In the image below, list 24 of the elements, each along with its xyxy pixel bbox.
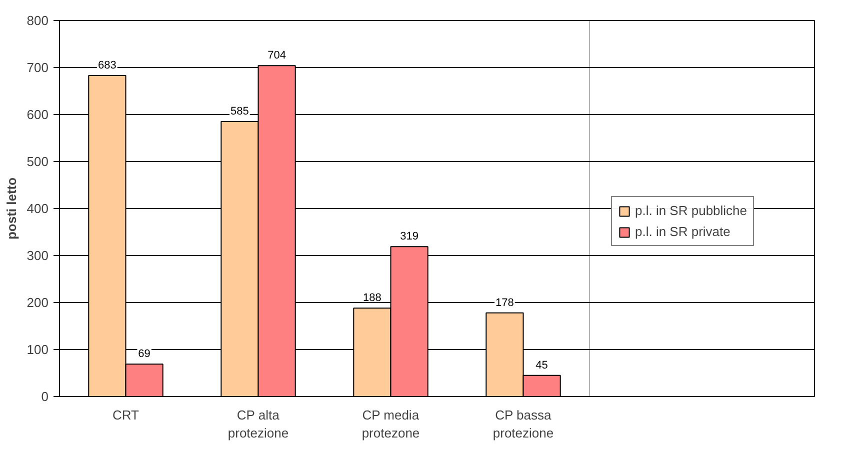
data-label: 188 <box>363 292 382 304</box>
y-tick-label: 300 <box>26 248 49 263</box>
data-label: 585 <box>230 106 249 118</box>
x-tick-label: CP bassa protezione <box>492 408 554 440</box>
data-label: 69 <box>138 348 150 360</box>
x-tick-label: CP alta protezione <box>228 408 289 440</box>
x-tick-label: CRT <box>112 408 140 422</box>
x-tick-label: CP media protezone <box>362 408 420 440</box>
legend-label: p.l. in SR private <box>635 224 730 239</box>
y-tick-label: 700 <box>26 60 49 75</box>
data-label: 683 <box>98 59 116 72</box>
y-tick-label: 200 <box>26 295 49 310</box>
legend-label: p.l. in SR pubbliche <box>635 203 748 218</box>
y-axis-title: posti letto <box>4 177 19 240</box>
y-tick-label: 500 <box>26 154 49 169</box>
data-label: 704 <box>268 50 286 62</box>
y-tick-label: 400 <box>26 201 49 216</box>
y-tick-label: 800 <box>26 13 49 28</box>
y-tick-label: 100 <box>26 342 49 357</box>
y-tick-label: 600 <box>26 107 49 122</box>
data-label: 45 <box>536 359 548 372</box>
y-tick-label: 0 <box>41 389 49 404</box>
data-label: 319 <box>400 230 418 243</box>
data-label: 178 <box>496 296 514 309</box>
